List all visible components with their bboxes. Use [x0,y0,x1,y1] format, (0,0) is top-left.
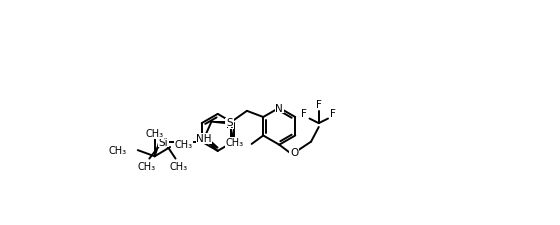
Text: CH₃: CH₃ [170,162,188,171]
Text: S: S [227,117,234,127]
Text: CH₃: CH₃ [109,146,127,155]
Text: NH: NH [196,134,212,144]
Text: F: F [301,109,307,119]
Text: CH₃: CH₃ [175,139,193,149]
Text: F: F [316,99,321,109]
Text: O: O [290,148,298,158]
Text: CH₃: CH₃ [146,129,164,139]
Text: F: F [330,109,337,119]
Text: N: N [276,103,283,113]
Text: O: O [181,137,189,147]
Text: N: N [226,119,234,129]
Text: Si: Si [158,137,168,147]
Text: CH₃: CH₃ [137,162,155,171]
Text: CH₃: CH₃ [226,138,244,148]
